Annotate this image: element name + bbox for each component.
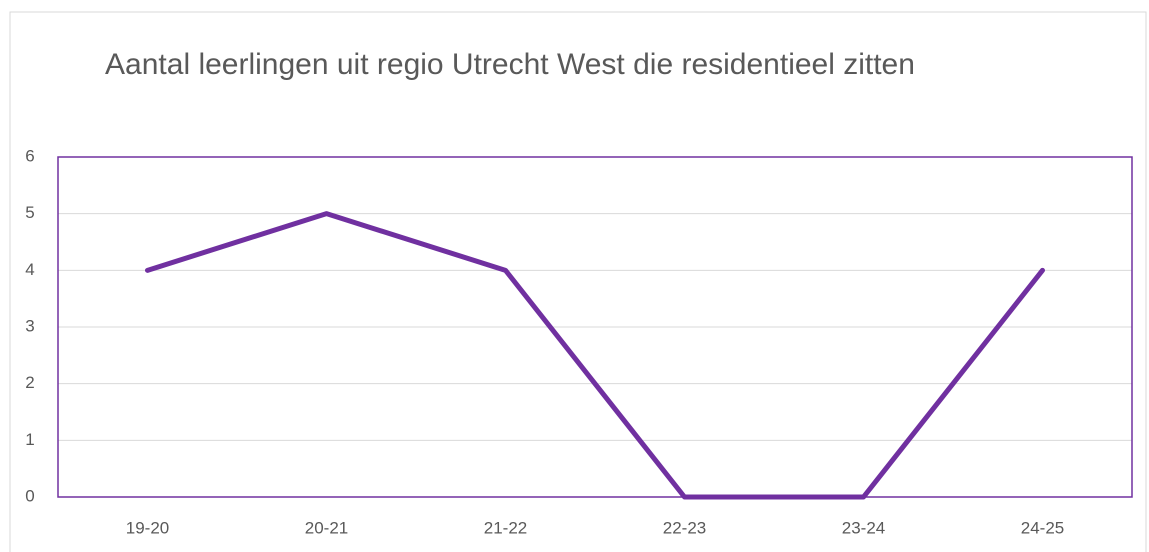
x-tick-label: 24-25 [1021, 518, 1064, 537]
chart-border [9, 11, 1147, 552]
plot-border [57, 156, 1133, 498]
x-tick-label: 20-21 [305, 518, 348, 537]
x-tick-label: 21-22 [484, 518, 527, 537]
y-tick-label: 6 [25, 146, 34, 165]
y-tick-label: 4 [25, 260, 34, 279]
y-tick-label: 1 [25, 430, 34, 449]
chart-title: Aantal leerlingen uit regio Utrecht West… [105, 48, 915, 81]
y-tick-label: 5 [25, 203, 34, 222]
y-tick-label: 3 [25, 316, 34, 335]
x-tick-label: 19-20 [126, 518, 169, 537]
x-tick-label: 22-23 [663, 518, 706, 537]
y-tick-label: 2 [25, 373, 34, 392]
x-tick-label: 23-24 [842, 518, 885, 537]
line-series [145, 211, 1045, 500]
y-tick-label: 0 [25, 486, 34, 505]
